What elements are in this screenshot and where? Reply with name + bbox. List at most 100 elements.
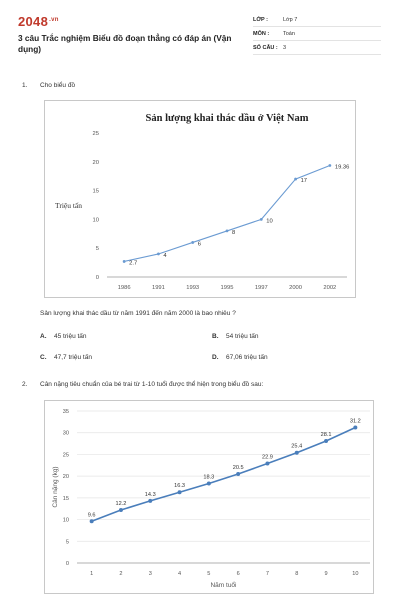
y-tick-label: 20	[93, 160, 99, 166]
x-tick-label: 1991	[152, 285, 165, 291]
data-point	[225, 229, 229, 233]
data-point	[265, 461, 270, 466]
x-tick-label: 2000	[289, 285, 302, 291]
page-title: 3 câu Trắc nghiệm Biểu đồ đoạn thẳng có …	[18, 33, 232, 55]
meta-count: SỐ CÂU : 3	[253, 45, 381, 55]
data-point	[191, 241, 195, 244]
chart-1: Sản lượng khai thác dầu ở Việt Nam 0 5 10 15…	[55, 113, 350, 291]
y-tick-label: 10	[93, 217, 99, 223]
y-tick-label: 20	[63, 474, 69, 480]
option-text: 45 triệu tấn	[54, 333, 87, 340]
x-tick-label: 10	[352, 571, 358, 577]
x-tick-label: 1	[90, 571, 93, 577]
option-b[interactable]: B. 54 triệu tấn	[212, 333, 259, 340]
x-tick-label: 7	[266, 571, 269, 577]
option-text: 54 triệu tấn	[226, 333, 259, 340]
question-2-prompt: Cân nặng tiêu chuẩn của bé trai từ 1-10 …	[40, 381, 264, 388]
x-tick-label: 1997	[255, 285, 268, 291]
option-letter: B.	[212, 333, 219, 340]
x-tick-label: 8	[295, 571, 298, 577]
y-tick-label: 5	[66, 539, 69, 545]
y-tick-label: 25	[63, 452, 69, 458]
data-label: 8	[232, 230, 235, 236]
chart-2: 0 5 10 15 20 25 30 35 1 2 3 4 5 6 7 8 9 10 Cân nặng (kg) Nă…	[52, 409, 370, 589]
chart-2-frame: 0 5 10 15 20 25 30 35 1 2 3 4 5 6 7 8 9 10 Cân nặng (kg) Nă…	[44, 400, 374, 594]
data-point	[89, 519, 94, 524]
y-tick-label: 5	[96, 246, 99, 252]
data-point	[328, 164, 332, 167]
y-tick-label: 15	[63, 496, 69, 502]
data-label: 17	[301, 178, 307, 184]
option-letter: A.	[40, 333, 47, 340]
data-label: 25.4	[291, 444, 302, 450]
x-tick-label: 5	[207, 571, 210, 577]
x-tick-label: 2002	[323, 285, 336, 291]
data-point	[206, 481, 211, 486]
x-tick-label: 3	[149, 571, 152, 577]
option-letter: C.	[40, 354, 47, 361]
option-c[interactable]: C. 47,7 triệu tấn	[40, 354, 92, 361]
data-label: 28.1	[321, 432, 332, 438]
data-point	[122, 260, 126, 263]
data-label: 12.2	[116, 501, 127, 507]
x-tick-label: 4	[178, 571, 181, 577]
question-2-number: 2.	[22, 381, 28, 388]
option-d[interactable]: D. 67,06 triệu tấn	[212, 354, 268, 361]
x-tick-label: 9	[324, 571, 327, 577]
chart-title: Sản lượng khai thác dầu ở Việt Nam	[146, 113, 309, 124]
data-label: 10	[266, 218, 272, 224]
option-letter: D.	[212, 354, 219, 361]
question-1-number: 1.	[22, 82, 28, 89]
data-label: 20.5	[233, 465, 244, 471]
data-label: 18.3	[203, 475, 214, 481]
question-1-text: Sản lượng khai thác dầu từ năm 1991 đến …	[40, 310, 236, 317]
data-label: 6	[198, 241, 201, 247]
x-tick-label: 1993	[186, 285, 199, 291]
data-label: 31.2	[350, 419, 361, 425]
data-label: 16.3	[174, 483, 185, 489]
y-tick-label: 25	[93, 131, 99, 137]
data-label: 9.6	[88, 512, 96, 518]
data-label: 19.36	[335, 164, 350, 170]
data-point	[236, 471, 241, 476]
question-1-prompt: Cho biểu đồ	[40, 82, 76, 89]
data-point	[294, 450, 299, 455]
meta-subject: MÔN : Toán	[253, 31, 381, 41]
y-tick-label: 0	[66, 561, 69, 567]
y-axis-label: Cân nặng (kg)	[52, 466, 59, 507]
data-point	[148, 498, 153, 503]
data-point	[118, 508, 123, 513]
data-point	[177, 490, 182, 495]
meta-value: 3	[283, 45, 287, 51]
data-label: 2.7	[129, 260, 137, 266]
x-tick-label: 2	[119, 571, 122, 577]
chart-1-frame: Sản lượng khai thác dầu ở Việt Nam 0 5 10 15…	[44, 100, 356, 298]
site-logo[interactable]: 2048.vn	[18, 14, 59, 29]
option-text: 67,06 triệu tấn	[226, 354, 268, 361]
logo-text: 2048	[18, 14, 49, 29]
y-axis-label: Triệu tấn	[55, 201, 82, 210]
meta-key: MÔN :	[253, 31, 270, 37]
x-tick-label: 6	[237, 571, 240, 577]
meta-key: LỚP :	[253, 17, 268, 23]
meta-value: Lớp 7	[283, 17, 298, 23]
y-tick-label: 35	[63, 409, 69, 415]
series-line	[91, 426, 356, 523]
y-tick-label: 0	[96, 275, 99, 281]
meta-key: SỐ CÂU :	[253, 45, 278, 51]
option-a[interactable]: A. 45 triệu tấn	[40, 333, 87, 340]
x-tick-label: 1995	[221, 285, 234, 291]
x-axis-label: Năm tuổi	[210, 581, 236, 589]
logo-tld: .vn	[49, 16, 59, 23]
y-tick-label: 30	[63, 431, 69, 437]
y-tick-label: 10	[63, 518, 69, 524]
meta-value: Toán	[283, 31, 295, 37]
option-text: 47,7 triệu tấn	[54, 354, 92, 361]
data-point	[157, 252, 160, 256]
data-label: 22.9	[262, 455, 273, 461]
data-label: 4	[163, 253, 167, 259]
data-point	[259, 218, 263, 221]
data-label: 14.3	[145, 492, 156, 498]
x-tick-label: 1986	[118, 285, 131, 291]
y-tick-label: 15	[93, 189, 99, 195]
